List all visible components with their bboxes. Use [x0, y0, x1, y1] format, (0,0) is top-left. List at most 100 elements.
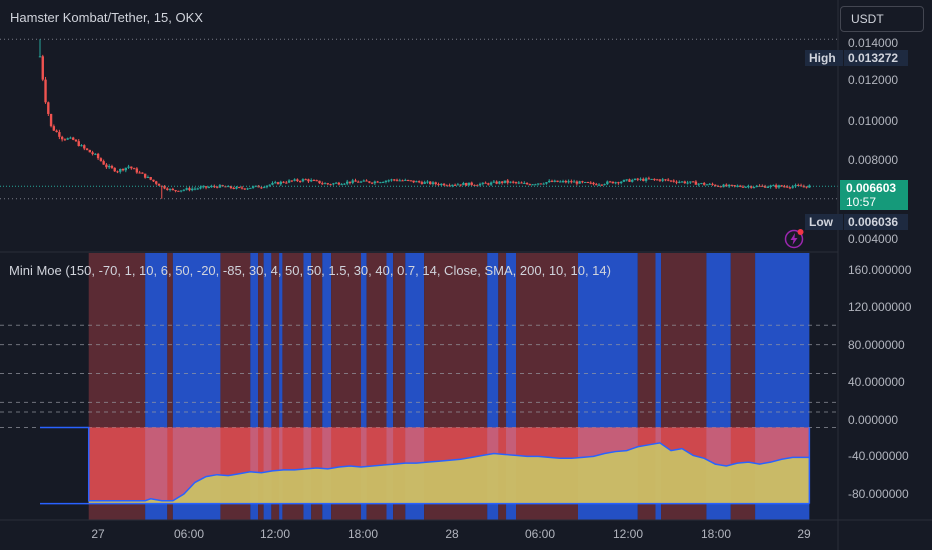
candle-body [534, 184, 537, 186]
candle-body [359, 181, 363, 183]
background-block-red [271, 253, 280, 520]
background-block-blue [263, 253, 272, 520]
candle-body [260, 187, 263, 189]
candle-body [210, 186, 213, 188]
candle-body [556, 180, 559, 182]
band-fill-tint [145, 427, 168, 504]
candle-body [617, 182, 620, 184]
candle-body [664, 179, 667, 181]
candle-body [232, 187, 235, 189]
candle-body [224, 186, 227, 188]
candle-body [379, 182, 382, 184]
background-block-blue [322, 253, 332, 520]
candle-body [525, 182, 529, 185]
candle-body [697, 183, 700, 185]
candle-body [332, 183, 335, 185]
indicator-title[interactable]: Mini Moe (150, -70, 1, 10, 6, 50, -20, -… [9, 263, 611, 278]
candle-body [296, 179, 299, 182]
oscillator-area [88, 427, 810, 504]
symbol-title[interactable]: Hamster Kombat/Tether, 15, OKX [10, 10, 203, 25]
candle-body [572, 181, 576, 183]
candle-body [149, 177, 152, 180]
candle-body [445, 185, 449, 187]
candle-body [691, 181, 695, 183]
candle-body [431, 182, 435, 185]
oscillator-line [40, 426, 810, 502]
candle-body [326, 183, 330, 185]
candle-body [661, 179, 664, 181]
candle-body [675, 181, 678, 183]
candle-body [102, 161, 105, 165]
candle-body [285, 182, 288, 184]
candle-body [686, 182, 689, 184]
candle-body [315, 180, 318, 182]
candle-body [448, 185, 451, 187]
candle-body [462, 183, 465, 186]
lightning-alert-icon[interactable] [784, 229, 804, 249]
candle-body [409, 180, 413, 182]
candle-body [63, 139, 67, 141]
candle-body [88, 149, 92, 153]
candle-body [171, 188, 175, 191]
candle-body [672, 180, 675, 182]
candle-body [791, 186, 794, 188]
candle-body [66, 138, 69, 140]
candle-body [456, 184, 460, 186]
candle-body [481, 182, 484, 184]
candle-body [797, 185, 800, 187]
candle-body [495, 181, 498, 184]
candle-body [251, 186, 255, 188]
candle-body [642, 178, 645, 181]
candle-body [581, 181, 584, 183]
candle-body [669, 180, 673, 182]
candle-body [74, 139, 78, 142]
candle-body [459, 184, 462, 186]
bar-countdown: 10:57 [846, 195, 877, 209]
candle-body [415, 181, 418, 183]
candle-body [747, 186, 750, 188]
candle-body [204, 186, 208, 188]
candle-body [622, 179, 626, 182]
candle-body [265, 185, 269, 188]
candle-body [157, 183, 161, 186]
candle-body [406, 179, 410, 181]
candle-body [473, 184, 476, 186]
candle-body [763, 185, 767, 188]
currency-button[interactable]: USDT [840, 6, 924, 32]
candle-body [683, 181, 687, 184]
candle-body [240, 187, 244, 189]
candle-body [489, 182, 493, 185]
candle-body [503, 180, 507, 183]
candle-body [368, 181, 371, 183]
candle-body [304, 179, 307, 181]
candle-body [193, 188, 197, 190]
candle-body [52, 126, 56, 131]
candle-body [716, 185, 720, 187]
oscillator-tick: 0.000000 [848, 413, 899, 427]
candle-body [517, 182, 520, 184]
candle-body [736, 185, 739, 187]
candle-body [182, 189, 186, 191]
candle-body [373, 181, 377, 184]
candle-body [185, 188, 188, 190]
time-tick: 06:00 [173, 527, 205, 541]
candle-body [528, 184, 532, 186]
candle-body [420, 182, 424, 184]
candle-body [437, 184, 440, 186]
candle-body [772, 185, 775, 187]
price-tick: 0.004000 [848, 232, 899, 246]
candle-body [60, 136, 64, 140]
candle-body [564, 181, 568, 183]
candle-body [113, 167, 116, 172]
low-value: 0.006036 [844, 214, 908, 230]
candle-body [80, 145, 83, 147]
candle-body [268, 184, 271, 186]
candle-body [744, 186, 747, 188]
candle-body [168, 188, 172, 190]
candle-body [49, 113, 53, 127]
candle-body [689, 181, 692, 183]
candle-body [69, 137, 72, 139]
candle-body [174, 190, 177, 192]
candle-body [381, 181, 385, 183]
